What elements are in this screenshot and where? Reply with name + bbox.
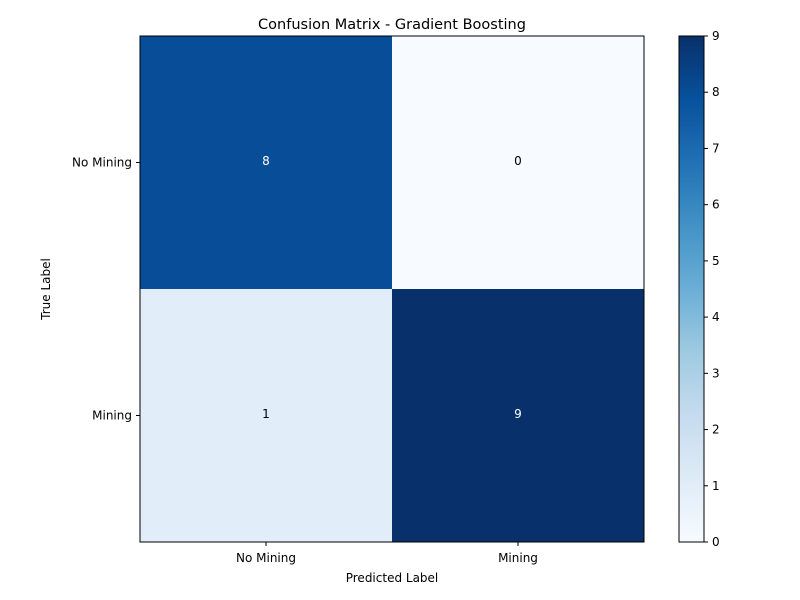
colorbar-tick-label: 9 <box>712 29 720 43</box>
colorbar-tick-label: 8 <box>712 85 720 99</box>
x-tick-label: No Mining <box>236 551 296 565</box>
heatmap-cell <box>140 289 392 542</box>
y-axis-ticks: No Mining Mining <box>72 156 140 423</box>
y-tick-label: No Mining <box>72 156 132 170</box>
plot-frame <box>139 35 645 543</box>
heatmap-cell-label: 0 <box>514 154 522 168</box>
x-tick-label: Mining <box>498 551 538 565</box>
heatmap-cell <box>392 36 644 289</box>
colorbar-tick-label: 4 <box>712 310 720 324</box>
heatmap-cell <box>392 289 644 542</box>
heatmap-cell <box>140 36 392 289</box>
heatmap-cell-labels: 8 0 1 9 <box>262 154 522 421</box>
colorbar-ticks: 0 1 2 3 4 5 6 7 8 9 <box>704 29 720 549</box>
colorbar-tick-label: 7 <box>712 141 720 155</box>
colorbar-tick-label: 2 <box>712 423 720 437</box>
heatmap-cell-label: 8 <box>262 154 270 168</box>
colorbar-tick-label: 1 <box>712 479 720 493</box>
colorbar-tick-label: 3 <box>712 366 720 380</box>
x-axis-label: Predicted Label <box>346 571 439 585</box>
y-tick-label: Mining <box>92 409 132 423</box>
heatmap-cell-label: 9 <box>514 407 522 421</box>
heatmap-cells <box>140 36 644 542</box>
colorbar-tick-label: 0 <box>712 535 720 549</box>
chart-title: Confusion Matrix - Gradient Boosting <box>258 17 526 33</box>
x-axis-ticks: No Mining Mining <box>236 542 538 565</box>
colorbar <box>678 35 705 543</box>
y-axis-label: True Label <box>39 258 53 321</box>
heatmap-cell-label: 1 <box>262 407 270 421</box>
colorbar-tick-label: 6 <box>712 198 720 212</box>
colorbar-tick-label: 5 <box>712 254 720 268</box>
